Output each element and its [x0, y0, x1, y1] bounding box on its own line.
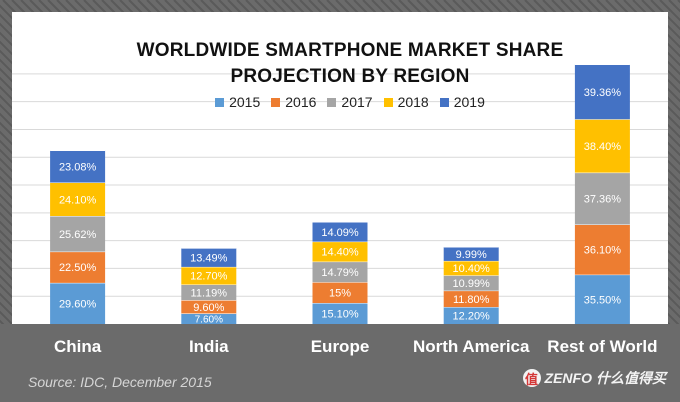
- bar-2017-4: [574, 172, 630, 225]
- data-label: 12.20%: [453, 311, 491, 323]
- watermark-badge: 值: [522, 369, 541, 387]
- data-label: 10.40%: [453, 263, 491, 275]
- bar-2016-2: [312, 282, 368, 304]
- legend-label-2019: 2019: [453, 94, 485, 110]
- legend-label-2015: 2015: [229, 94, 261, 110]
- bar-2015-4: [574, 274, 630, 324]
- data-label: 14.09%: [321, 227, 359, 239]
- legend-swatch-2018: [383, 97, 393, 107]
- category-label: China: [54, 337, 102, 356]
- data-label: 10.99%: [453, 278, 491, 290]
- legend: 2015 2016 2017 2018 2019: [150, 94, 550, 110]
- data-label: 29.60%: [59, 298, 97, 310]
- data-label: 22.50%: [59, 262, 97, 274]
- data-label: 35.50%: [584, 294, 622, 306]
- legend-entry-2016: 2016: [271, 94, 316, 110]
- data-label: 39.36%: [584, 87, 622, 99]
- bar-2017-1: [181, 284, 237, 301]
- bar-2015-3: [443, 307, 499, 324]
- bar-2017-3: [443, 275, 499, 291]
- bar-2019-1: [181, 248, 237, 267]
- bar-2018-2: [312, 241, 368, 262]
- watermark-site: 什么值得买: [596, 370, 666, 386]
- bar-2016-0: [50, 251, 106, 283]
- legend-label-2016: 2016: [285, 94, 317, 110]
- bar-2019-4: [574, 64, 630, 120]
- data-label: 9.60%: [193, 302, 224, 314]
- chart-title-line-1: WORLDWIDE SMARTPHONE MARKET SHARE: [136, 40, 564, 61]
- data-label: 14.79%: [321, 267, 359, 279]
- watermark-brand: ZENFO: [544, 370, 592, 386]
- gridlines: [12, 73, 668, 297]
- bar-2019-0: [50, 150, 106, 183]
- bar-2019-3: [443, 247, 499, 261]
- bar-2018-4: [574, 119, 630, 173]
- bar-2015-2: [312, 303, 368, 324]
- data-label: 15.10%: [321, 309, 359, 321]
- category-label: Rest of World: [547, 337, 657, 356]
- bar-2018-1: [181, 266, 237, 285]
- legend-swatch-2015: [215, 97, 225, 107]
- bar-2017-0: [50, 216, 106, 252]
- legend-swatch-2019: [439, 97, 449, 107]
- bar-2015-0: [50, 282, 106, 324]
- bar-segments: [50, 64, 630, 324]
- data-label: 13.49%: [190, 253, 228, 265]
- data-labels: 29.60% 22.50% 25.62% 24.10% 23.08% 7.60%9.60%…: [59, 87, 621, 326]
- data-label: 15%: [329, 288, 351, 300]
- category-label: North America: [413, 337, 530, 356]
- legend-entry-2019: 2019: [439, 94, 485, 110]
- legend-swatch-2017: [327, 97, 337, 107]
- stripe-line: [605, 0, 680, 76]
- bar-2018-0: [50, 182, 106, 217]
- chart-title-line-2: PROJECTION BY REGION: [230, 66, 470, 87]
- data-label: 11.80%: [453, 294, 490, 306]
- source-note: Source: IDC, December 2015: [28, 374, 212, 390]
- data-label: 37.36%: [584, 194, 622, 206]
- legend-entry-2018: 2018: [383, 94, 429, 110]
- category-label: India: [189, 337, 229, 356]
- footer-band: [0, 324, 680, 402]
- data-label: 12.70%: [190, 271, 228, 283]
- data-label: 24.10%: [59, 194, 97, 206]
- watermark-logo: 值 ZENFO 什么值得买: [522, 368, 666, 388]
- bar-2015-1: [181, 313, 237, 324]
- legend-entry-2015: 2015: [215, 94, 260, 110]
- bar-2016-1: [181, 300, 237, 314]
- data-label: 36.10%: [584, 245, 622, 257]
- legend-label-2017: 2017: [341, 94, 373, 110]
- data-label: 9.99%: [456, 249, 487, 261]
- bar-2019-2: [312, 222, 368, 242]
- data-label: 14.40%: [321, 247, 359, 259]
- legend-swatch-2016: [271, 97, 281, 107]
- data-label: 23.08%: [59, 161, 97, 173]
- bar-2017-2: [312, 261, 368, 283]
- legend-label-2018: 2018: [397, 94, 429, 110]
- data-label: 11.19%: [191, 287, 228, 299]
- category-label: Europe: [311, 337, 370, 356]
- bar-2016-4: [574, 224, 630, 275]
- data-label: 7.60%: [195, 315, 223, 326]
- data-label: 38.40%: [584, 141, 622, 153]
- legend-entry-2017: 2017: [327, 94, 373, 110]
- bar-2016-3: [443, 290, 499, 308]
- bar-2018-3: [443, 260, 499, 276]
- data-label: 25.62%: [59, 229, 97, 241]
- category-labels: China India Europe North America Rest of Wor…: [54, 337, 658, 356]
